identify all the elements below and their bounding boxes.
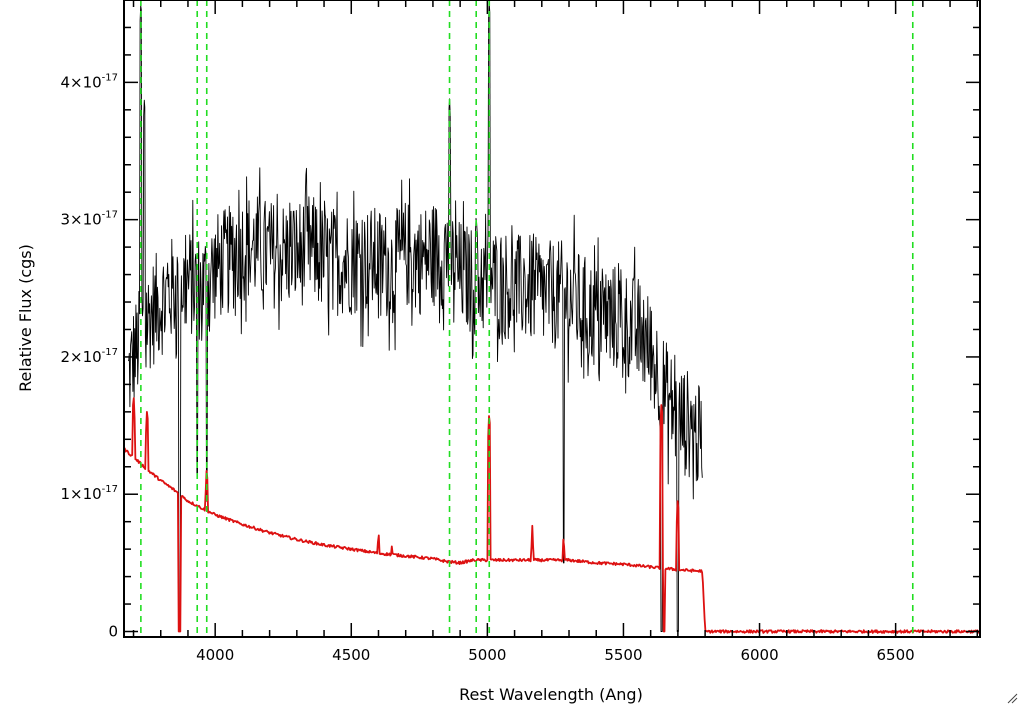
tick-labels: 4000 4500 5000 5500 6000 6500 0 1×10-17 2×10-17 3… bbox=[60, 72, 914, 664]
series-layer bbox=[124, 2, 980, 634]
tick-marks bbox=[124, 0, 980, 637]
model-spectrum-line bbox=[124, 397, 980, 634]
y-tick-label: 3×10-17 bbox=[60, 210, 118, 229]
y-tick-label: 2×10-17 bbox=[60, 347, 118, 366]
x-tick-label: 5500 bbox=[604, 646, 642, 664]
x-tick-label: 4000 bbox=[196, 646, 234, 664]
y-axis-title: Relative Flux (cgs) bbox=[16, 244, 35, 392]
axes-frame bbox=[123, 0, 981, 638]
x-tick-label: 4500 bbox=[332, 646, 370, 664]
x-tick-label: 5000 bbox=[468, 646, 506, 664]
y-tick-label: 0 bbox=[108, 623, 118, 641]
y-tick-label: 4×10-17 bbox=[60, 72, 118, 91]
resize-grip-icon[interactable] bbox=[1006, 692, 1018, 704]
line-markers bbox=[140, 0, 914, 637]
x-tick-label: 6000 bbox=[740, 646, 778, 664]
observed-spectrum-line bbox=[127, 2, 703, 632]
x-axis-title: Rest Wavelength (Ang) bbox=[459, 685, 643, 704]
plot-frame bbox=[123, 0, 981, 638]
y-tick-label: 1×10-17 bbox=[60, 484, 118, 503]
x-tick-label: 6500 bbox=[877, 646, 915, 664]
